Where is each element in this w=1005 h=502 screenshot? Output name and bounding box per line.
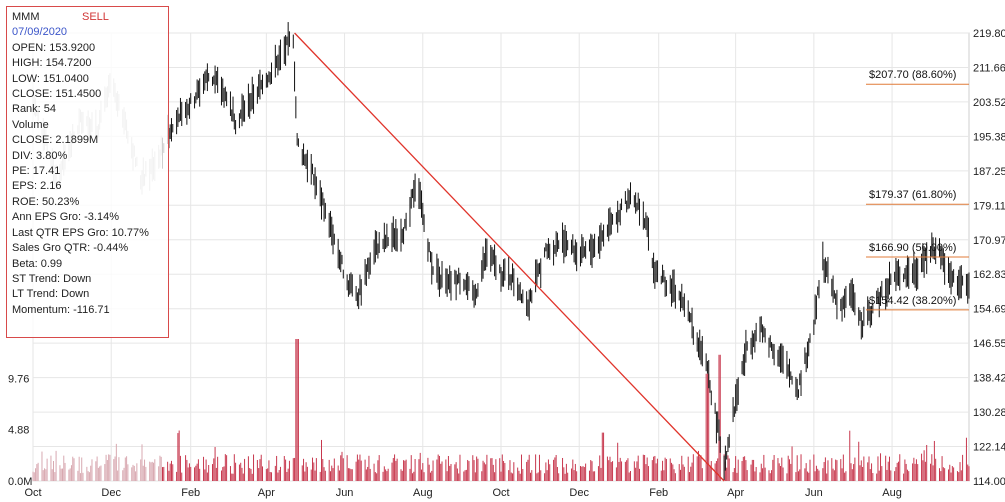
price-tick-label: 203.52 <box>973 97 1005 109</box>
price-tick-label: 187.25 <box>973 166 1005 178</box>
chart-grid <box>32 32 970 482</box>
info-high: HIGH: 154.7200 <box>12 57 92 70</box>
fib-level-label: $179.37 (61.80%) <box>869 189 956 201</box>
time-tick-label: Oct <box>24 487 41 499</box>
info-rank: Rank: 54 <box>12 103 57 116</box>
price-tick-label: 170.97 <box>973 235 1005 247</box>
volume-tick-label: 4.88 <box>8 425 29 437</box>
info-momentum: Momentum: -116.71 <box>12 303 110 316</box>
price-tick-label: 114.00 <box>973 476 1005 488</box>
fib-level-label: $154.42 (38.20%) <box>869 295 956 307</box>
volume-bars <box>32 338 970 481</box>
info-close: CLOSE: 151.4500 <box>12 88 102 101</box>
info-volume-close: CLOSE: 2.1899M <box>12 134 99 147</box>
price-tick-label: 154.69 <box>973 304 1005 316</box>
time-tick-label: Aug <box>882 487 902 499</box>
volume-tick-label: 9.76 <box>8 373 29 385</box>
time-tick-label: Feb <box>649 487 668 499</box>
info-pe: PE: 17.41 <box>12 165 61 178</box>
time-tick-label: Dec <box>101 487 121 499</box>
quote-info-panel: MMM SELL 07/09/2020 OPEN: 153.9200 HIGH:… <box>6 6 169 338</box>
info-low: LOW: 151.0400 <box>12 72 89 85</box>
price-tick-label: 219.80 <box>973 28 1005 40</box>
time-tick-label: Aug <box>413 487 433 499</box>
price-tick-label: 211.66 <box>973 62 1005 74</box>
info-st-trend: ST Trend: Down <box>12 272 92 285</box>
price-tick-label: 138.42 <box>973 373 1005 385</box>
ticker-symbol: MMM <box>12 11 40 23</box>
price-tick-label: 146.55 <box>973 338 1005 350</box>
price-tick-label: 122.14 <box>973 442 1005 454</box>
price-tick-label: 130.28 <box>973 407 1005 419</box>
time-tick-label: Jun <box>336 487 354 499</box>
info-open: OPEN: 153.9200 <box>12 41 96 54</box>
info-ann-eps-growth: Ann EPS Gro: -3.14% <box>12 211 119 224</box>
info-eps: EPS: 2.16 <box>12 180 62 193</box>
time-tick-label: Dec <box>569 487 589 499</box>
trend-line-segment <box>294 32 725 482</box>
time-axis: Oct Dec Feb Apr Jun Aug Oct Dec Feb Apr Jun Aug <box>24 487 901 499</box>
time-tick-label: Jun <box>805 487 823 499</box>
price-axis: 219.80 211.66 203.52 195.38 187.25 179.11 170.… <box>973 28 1005 488</box>
fibonacci-levels: $207.70 (88.60%) $179.37 (61.80%) $166.90 … <box>866 69 969 311</box>
symbol-row: MMM SELL <box>12 10 168 25</box>
info-roe: ROE: 50.23% <box>12 195 80 208</box>
info-beta: Beta: 0.99 <box>12 257 63 270</box>
volume-axis: 9.76 4.88 0.0M <box>8 373 32 488</box>
time-tick-label: Apr <box>258 487 275 499</box>
price-tick-label: 162.83 <box>973 269 1005 281</box>
time-tick-label: Oct <box>492 487 509 499</box>
trend-line <box>294 32 725 482</box>
info-sales-growth: Sales Gro QTR: -0.44% <box>12 242 129 255</box>
info-dividend: DIV: 3.80% <box>12 149 68 162</box>
info-volume-label: Volume <box>12 118 49 131</box>
info-lt-trend: LT Trend: Down <box>12 288 90 301</box>
time-tick-label: Apr <box>727 487 744 499</box>
price-tick-label: 195.38 <box>973 131 1005 143</box>
price-tick-label: 179.11 <box>973 200 1005 212</box>
time-tick-label: Feb <box>181 487 200 499</box>
volume-tick-label: 0.0M <box>8 476 32 488</box>
fib-level-label: $166.90 (50.00%) <box>869 242 956 254</box>
info-last-qtr-eps-growth: Last QTR EPS Gro: 10.77% <box>12 226 149 239</box>
quote-date: 07/09/2020 <box>12 26 68 39</box>
fib-level-label: $207.70 (88.60%) <box>869 69 956 81</box>
signal-badge: SELL <box>82 11 109 23</box>
